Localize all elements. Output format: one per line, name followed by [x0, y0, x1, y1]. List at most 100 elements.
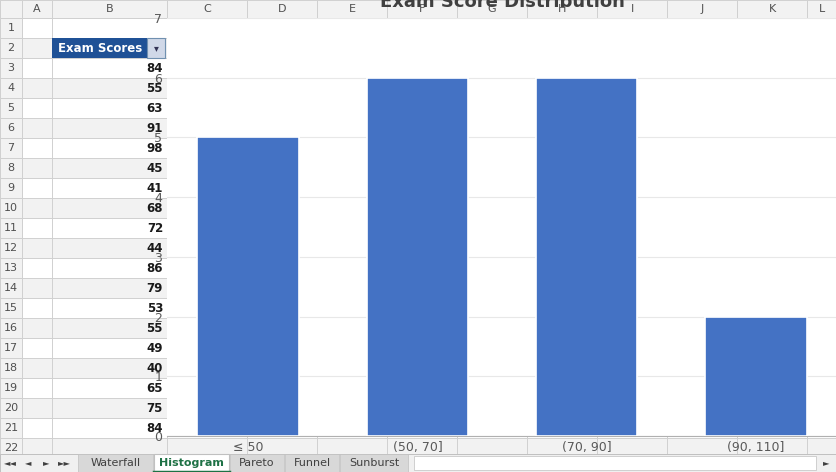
Text: 22: 22 [4, 443, 18, 453]
Text: 12: 12 [4, 243, 18, 253]
Text: 11: 11 [4, 223, 18, 233]
Bar [0, 318, 836, 338]
Bar [0, 258, 22, 278]
Text: H: H [558, 4, 566, 14]
Text: Exam Scores: Exam Scores [58, 42, 142, 54]
Text: I: I [630, 4, 634, 14]
Text: F: F [419, 4, 426, 14]
Text: Waterfall: Waterfall [90, 458, 140, 468]
Text: 5: 5 [8, 103, 14, 113]
Bar [0, 278, 22, 298]
Bar [0, 298, 836, 318]
Bar [154, 454, 229, 472]
Bar [0, 218, 22, 238]
Bar [0, 38, 836, 58]
Text: ►: ► [823, 458, 829, 467]
Text: Sunburst: Sunburst [349, 458, 399, 468]
Text: 14: 14 [4, 283, 18, 293]
Text: 19: 19 [4, 383, 18, 393]
Text: 72: 72 [147, 221, 163, 235]
Bar [0, 454, 836, 472]
Bar [0, 98, 22, 118]
Text: 1: 1 [8, 23, 14, 33]
Text: 3: 3 [8, 63, 14, 73]
Bar [414, 456, 816, 470]
Bar [0, 238, 836, 258]
Text: ◄: ◄ [25, 458, 31, 467]
Text: 63: 63 [146, 101, 163, 115]
Text: B: B [105, 4, 114, 14]
Bar [0, 158, 22, 178]
Text: 10: 10 [4, 203, 18, 213]
Text: 21: 21 [4, 423, 18, 433]
Text: 16: 16 [4, 323, 18, 333]
Text: ▾: ▾ [154, 43, 159, 53]
Bar [737, 0, 807, 18]
Bar [0, 338, 836, 358]
Bar [0, 418, 22, 438]
Bar [0, 118, 22, 138]
Bar [0, 238, 22, 258]
Bar [0, 0, 22, 18]
Text: J: J [701, 4, 704, 14]
Bar [667, 0, 737, 18]
Bar [597, 0, 667, 18]
Bar [0, 58, 836, 78]
Text: A: A [33, 4, 41, 14]
Bar [0, 158, 836, 178]
Text: 17: 17 [4, 343, 18, 353]
Text: 86: 86 [146, 261, 163, 275]
Bar [807, 0, 836, 18]
Bar [0, 358, 836, 378]
Text: E: E [349, 4, 355, 14]
Text: 8: 8 [8, 163, 14, 173]
Bar [340, 454, 408, 472]
Text: 53: 53 [146, 302, 163, 314]
Bar [0, 438, 836, 458]
Text: 2: 2 [8, 43, 14, 53]
Bar [0, 378, 22, 398]
Bar [0, 18, 836, 38]
Bar [167, 0, 247, 18]
Bar [0, 138, 836, 158]
Bar [317, 0, 387, 18]
Bar [0, 58, 22, 78]
Text: L: L [819, 4, 825, 14]
Text: ►: ► [43, 458, 49, 467]
Bar [230, 454, 284, 472]
Bar [147, 38, 165, 58]
Text: 55: 55 [146, 321, 163, 335]
Text: 7: 7 [8, 143, 14, 153]
Bar [0, 138, 22, 158]
Bar [0, 278, 836, 298]
Bar [0, 178, 22, 198]
Text: 13: 13 [4, 263, 18, 273]
Text: K: K [768, 4, 776, 14]
Text: Funnel: Funnel [293, 458, 330, 468]
Text: 45: 45 [146, 161, 163, 175]
Bar [0, 78, 836, 98]
Text: 55: 55 [146, 82, 163, 94]
Bar [52, 38, 147, 58]
Bar [0, 178, 836, 198]
Text: 15: 15 [4, 303, 18, 313]
Bar [0, 258, 836, 278]
Bar [387, 0, 457, 18]
Bar [0, 398, 836, 418]
Text: 98: 98 [146, 142, 163, 154]
Bar [457, 0, 527, 18]
Bar [0, 198, 836, 218]
Bar [0, 438, 22, 458]
Text: Pareto: Pareto [239, 458, 275, 468]
Bar [0, 418, 836, 438]
Bar [0, 198, 22, 218]
Bar [247, 0, 317, 18]
Bar [0, 338, 22, 358]
Bar [78, 454, 153, 472]
Bar [0, 358, 22, 378]
Text: 84: 84 [146, 61, 163, 75]
Bar [367, 78, 468, 436]
Text: 9: 9 [8, 183, 14, 193]
Bar [0, 18, 22, 38]
Bar [197, 137, 299, 436]
